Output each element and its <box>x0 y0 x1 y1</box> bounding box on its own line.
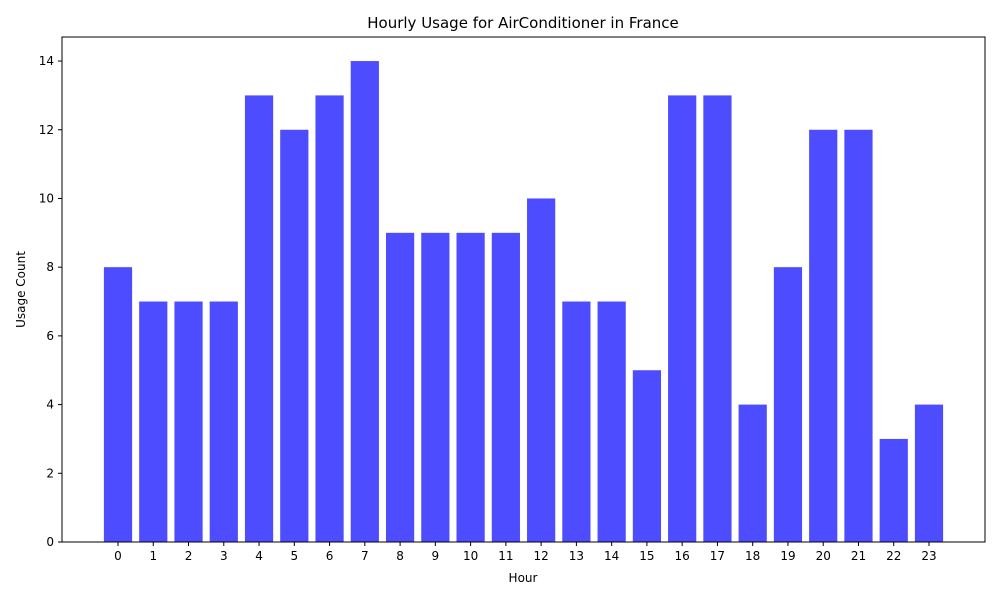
x-tick-label: 1 <box>149 549 157 563</box>
bar-hour-23 <box>914 404 944 542</box>
bar-hour-19 <box>773 267 803 542</box>
bar-hour-17 <box>703 95 732 543</box>
bar-hour-22 <box>879 438 908 542</box>
x-tick-label: 20 <box>816 549 831 563</box>
x-tick-label: 9 <box>432 549 440 563</box>
bar-hour-21 <box>844 129 873 542</box>
x-tick-label: 12 <box>533 549 548 563</box>
bar-hour-13 <box>562 301 591 542</box>
x-tick-label: 17 <box>710 549 725 563</box>
bar-hour-5 <box>280 129 309 542</box>
y-tick-label: 4 <box>46 398 54 412</box>
x-tick-label: 16 <box>675 549 690 563</box>
bar-hour-14 <box>597 301 626 542</box>
x-tick-label: 21 <box>851 549 866 563</box>
x-tick-label: 13 <box>569 549 584 563</box>
x-tick-label: 22 <box>886 549 901 563</box>
x-tick-label: 19 <box>780 549 795 563</box>
bar-hour-0 <box>103 267 133 542</box>
bar-hour-8 <box>385 232 415 542</box>
x-axis-ticks: 0 1 2 3 4 5 6 7 8 9 10 11 12 13 14 15 16 17 18 19 20 21 22 23 <box>114 542 937 563</box>
y-tick-label: 2 <box>46 466 54 480</box>
x-axis-label: Hour <box>509 571 538 585</box>
bar-hour-1 <box>139 301 168 542</box>
bar-hour-16 <box>668 95 697 543</box>
bars-group <box>103 61 944 543</box>
y-tick-label: 8 <box>46 260 54 274</box>
bar-hour-3 <box>209 301 238 542</box>
chart-title: Hourly Usage for AirConditioner in Franc… <box>367 14 679 32</box>
bar-hour-9 <box>421 232 450 542</box>
bar-hour-10 <box>456 232 485 542</box>
bar-hour-15 <box>632 370 662 542</box>
bar-hour-4 <box>244 95 274 543</box>
y-tick-label: 0 <box>46 535 54 549</box>
y-tick-label: 6 <box>46 329 54 343</box>
bar-hour-11 <box>491 232 520 542</box>
x-tick-label: 18 <box>745 549 760 563</box>
y-axis-label: Usage Count <box>14 251 28 328</box>
bar-hour-20 <box>809 129 838 542</box>
y-tick-label: 12 <box>39 123 54 137</box>
x-tick-label: 6 <box>326 549 334 563</box>
y-axis-ticks: 0 2 4 6 8 10 12 14 <box>39 54 62 549</box>
x-tick-label: 2 <box>185 549 193 563</box>
plot-frame <box>61 36 986 543</box>
x-tick-label: 0 <box>114 549 122 563</box>
x-tick-label: 5 <box>290 549 298 563</box>
y-tick-label: 10 <box>39 191 54 205</box>
x-tick-label: 8 <box>396 549 404 563</box>
x-tick-label: 23 <box>921 549 936 563</box>
x-tick-label: 7 <box>361 549 369 563</box>
bar-hour-7 <box>350 61 379 543</box>
x-tick-label: 3 <box>220 549 228 563</box>
y-tick-label: 14 <box>39 54 54 68</box>
x-tick-label: 11 <box>498 549 513 563</box>
x-tick-label: 15 <box>639 549 654 563</box>
x-tick-label: 14 <box>604 549 619 563</box>
bar-hour-12 <box>527 198 556 542</box>
bar-hour-18 <box>738 404 767 542</box>
bar-hour-6 <box>315 95 344 543</box>
x-tick-label: 4 <box>255 549 263 563</box>
bar-hour-2 <box>174 301 203 542</box>
x-tick-label: 10 <box>463 549 478 563</box>
